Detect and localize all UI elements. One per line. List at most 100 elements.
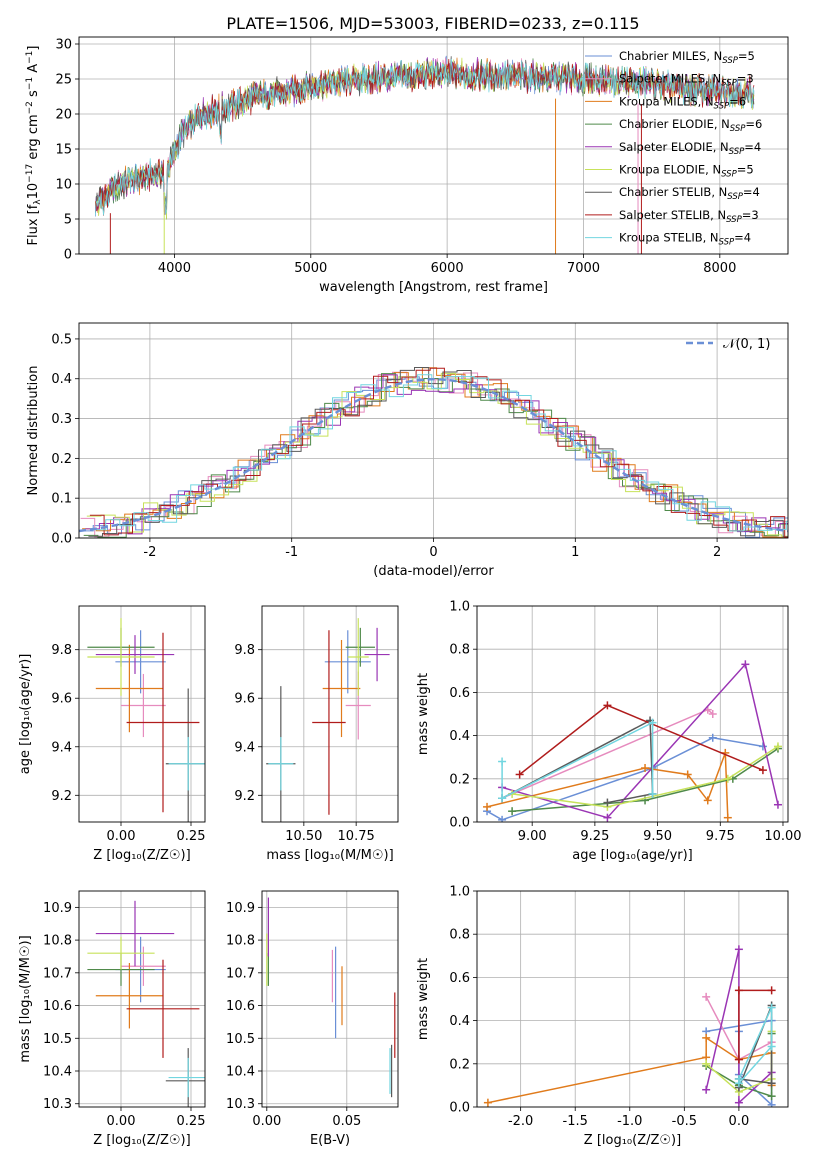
errorbar-point	[95, 900, 175, 967]
y-tick-label: 15	[55, 143, 72, 158]
legend-label-sub: SSP	[730, 124, 746, 134]
y-axis-label: Normed distribution	[26, 366, 41, 496]
y-label-part: erg cm	[26, 114, 41, 163]
y-tick-label: 0.6	[449, 971, 470, 986]
plus-marker	[767, 1092, 776, 1101]
y-label-part: 10	[26, 183, 41, 200]
y-tick-label: 10.7	[226, 966, 255, 981]
y-label-part: λ	[33, 199, 43, 205]
plus-marker	[767, 986, 776, 995]
plus-marker	[683, 770, 692, 779]
legend-label: 𝒩(0, 1)	[723, 337, 770, 352]
y-axis-label: mass weight	[416, 673, 431, 755]
legend-label-sub: SSP	[729, 147, 745, 157]
y-tick-label: 0.4	[449, 1014, 470, 1029]
legend-label-n: =5	[737, 163, 754, 177]
plus-marker	[603, 798, 612, 807]
y-tick-label: 10.7	[43, 966, 72, 981]
histogram-series	[85, 374, 788, 535]
plus-marker	[498, 794, 507, 803]
gridlines	[79, 891, 205, 1107]
axes-weight-age: 9.00 9.25 9.50 9.75 10.00 0.0 0.2 0.4 0.6 0.8 1.0 a…	[416, 600, 802, 864]
plus-marker	[648, 789, 657, 798]
legend-label: Salpeter MILES, NSSP=3	[619, 72, 754, 89]
y-tick-label: 0.6	[449, 686, 470, 701]
y-tick-label: 0.2	[449, 772, 470, 787]
axes-frame	[261, 890, 399, 1108]
y-label-part: −1	[25, 77, 35, 90]
errorbar-point	[168, 1057, 205, 1098]
x-axis-label: age [log₁₀(age/yr)]	[572, 848, 693, 863]
y-tick-label: 10.9	[226, 901, 255, 916]
x-tick-label: 8000	[703, 261, 736, 276]
x-tick-label: 9.25	[580, 829, 609, 844]
plus-marker	[767, 1042, 776, 1051]
x-tick-label: 10.50	[285, 829, 322, 844]
y-label-part: A	[26, 64, 41, 77]
x-tick-label: 1	[571, 545, 579, 560]
x-tick-label: 9.75	[706, 829, 735, 844]
histogram-series	[86, 372, 788, 537]
y-tick-label: 9.8	[234, 643, 255, 658]
x-tick-label: 10.00	[764, 829, 801, 844]
weight-series	[501, 662, 779, 819]
legend-label: Salpeter STELIB, NSSP=3	[619, 208, 759, 225]
legend-label: Chabrier ELODIE, NSSP=6	[619, 117, 762, 134]
weight-series	[501, 721, 654, 800]
x-axis-label: Z [log₁₀(Z/Z☉)]	[584, 1133, 681, 1148]
x-tick-label: 9.00	[518, 829, 547, 844]
plus-marker	[734, 1079, 743, 1088]
y-tick-label: 0.5	[51, 332, 72, 347]
plus-marker	[641, 764, 650, 772]
plot-area	[266, 618, 390, 822]
legend-label: Kroupa ELODIE, NSSP=5	[619, 163, 754, 180]
plus-marker	[723, 813, 732, 822]
axes-frame	[261, 605, 399, 823]
y-tick-label: 0.1	[51, 492, 72, 507]
histogram-series	[83, 373, 788, 538]
plus-marker	[708, 710, 717, 718]
plus-marker	[767, 1079, 776, 1088]
y-label-part: −2	[25, 101, 35, 114]
plus-marker	[702, 1085, 711, 1094]
x-tick-label: 9.50	[643, 829, 672, 844]
errorbar-point	[95, 635, 175, 674]
plus-marker	[734, 986, 743, 995]
plus-marker	[498, 815, 507, 822]
plus-marker	[741, 660, 750, 669]
y-tick-label: 10.3	[43, 1097, 72, 1112]
y-tick-label: 0.0	[51, 532, 72, 547]
x-tick-label: -2	[143, 545, 156, 560]
axes-spectrum: 4000 5000 6000 7000 8000 0 5 10 15 20 25 30 waveleng…	[25, 36, 789, 295]
gridlines	[79, 606, 205, 822]
plus-marker	[702, 992, 711, 1001]
y-label-part: −1	[25, 51, 35, 64]
legend-label: Chabrier MILES, NSSP=5	[619, 49, 755, 66]
plus-marker	[734, 1098, 743, 1107]
x-tick-label: 5000	[294, 261, 327, 276]
axes-weight-Z: -2.0 -1.5 -1.0 -0.5 0.0 0.0 0.2 0.4 0.6 0.8 1.0 Z […	[416, 885, 789, 1148]
errorbar-point	[324, 630, 371, 694]
y-tick-label: 9.4	[234, 740, 255, 755]
y-tick-label: 10.4	[226, 1065, 255, 1080]
plus-marker	[773, 800, 782, 809]
errorbar-point	[115, 630, 166, 694]
y-tick-label: 0.8	[449, 928, 470, 943]
y-tick-label: 10.8	[43, 934, 72, 949]
plus-marker	[708, 733, 717, 742]
x-tick-label: -1.5	[563, 1114, 588, 1129]
plot-area	[87, 618, 205, 822]
y-axis-label: mass weight	[416, 958, 431, 1040]
plus-marker	[767, 1003, 776, 1012]
errorbar-point	[364, 627, 390, 682]
x-axis-label: Z [log₁₀(Z/Z☉)]	[93, 848, 190, 863]
spectrum-line	[95, 58, 755, 216]
axes-mass-ebv: 0.00 0.05 10.3 10.4 10.5 10.6 10.7 10.8 10.9 E(B-…	[226, 890, 399, 1148]
plot-area	[266, 897, 396, 1098]
legend-label-text: Chabrier MILES, N	[619, 49, 722, 63]
errorbar-point	[87, 618, 155, 696]
legend-label-text: Kroupa ELODIE, N	[619, 163, 721, 177]
y-tick-label: 1.0	[449, 600, 470, 615]
y-axis-label: mass [log₁₀(M/M☉)]	[18, 935, 33, 1062]
x-axis-label: wavelength [Angstrom, rest frame]	[319, 280, 548, 295]
